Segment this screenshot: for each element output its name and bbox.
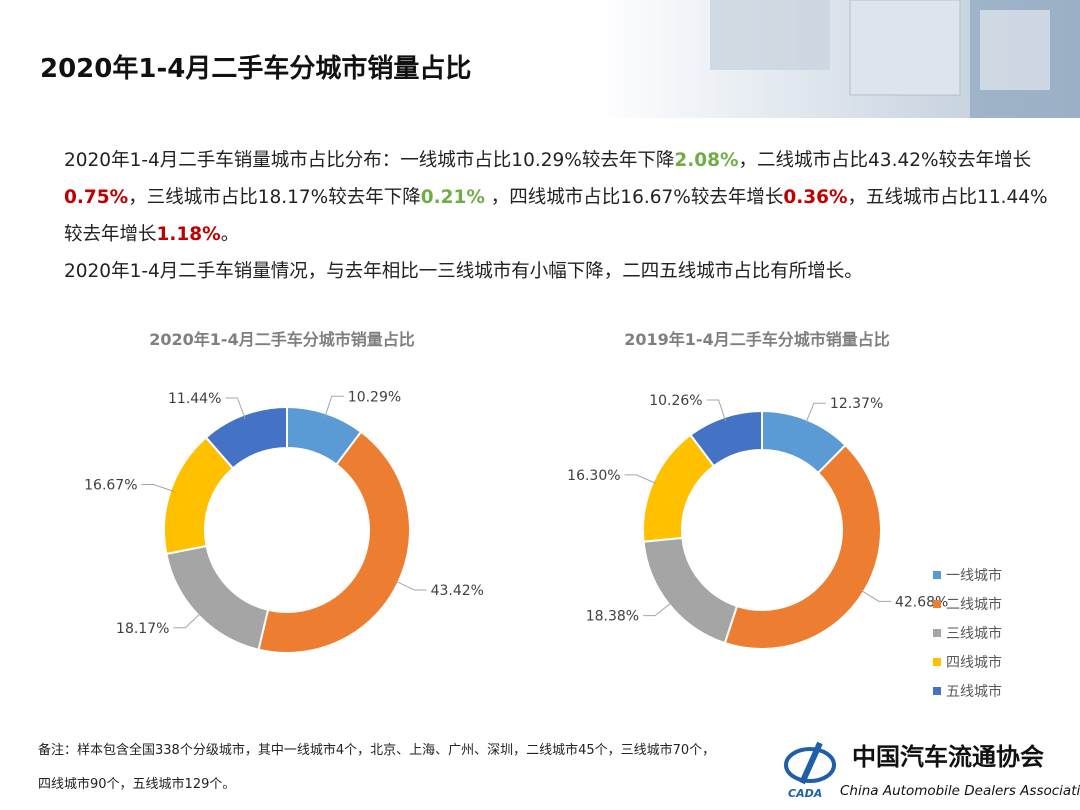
leader-line (173, 612, 202, 629)
charts: 2020年1-4月二手车分城市销量占比 10.29% 43.42% 18.17% 16.… (84, 330, 1002, 700)
text-run: 2020年1-4月二手车销量城市占比分布：一线城市占比10.29%较去年下降 (64, 150, 675, 171)
donut-slice (257, 430, 411, 654)
logo-ring (784, 747, 836, 783)
leader-line (225, 397, 246, 419)
logo-stroke (799, 741, 823, 785)
legend-swatch (933, 687, 941, 695)
data-label: 10.26% (649, 393, 702, 409)
paragraph: 2020年1-4月二手车销量城市占比分布：一线城市占比10.29%较去年下降2.… (64, 142, 1054, 253)
highlight: 1.18% (156, 224, 221, 245)
data-label: 16.67% (84, 478, 137, 494)
donut-slice (723, 443, 882, 650)
data-label: 12.37% (830, 396, 883, 412)
donut-slice (689, 409, 763, 468)
legend-label: 三线城市 (946, 625, 1002, 642)
summary-text: 2020年1-4月二手车销量城市占比分布：一线城市占比10.29%较去年下降2.… (64, 142, 1054, 290)
legend-swatch (933, 658, 941, 666)
logo-english: China Automobile Dealers Association (840, 783, 1080, 799)
logo-mark: CADA (788, 787, 822, 800)
data-label: 18.38% (586, 609, 639, 625)
text-run: ，五线城市占比11.44%较去年增长 (64, 187, 1048, 245)
highlight: 0.75% (64, 187, 129, 208)
leader-line (643, 601, 673, 617)
legend-swatch (933, 600, 941, 608)
chart-title: 2020年1-4月二手车分城市销量占比 (149, 330, 414, 349)
paragraph: 2020年1-4月二手车销量情况，与去年相比一三线城市有小幅下降，二四五线城市占… (64, 253, 1054, 290)
text-run: 2020年1-4月二手车销量情况，与去年相比一三线城市有小幅下降，二四五线城市占… (64, 261, 863, 282)
leader-line (706, 399, 727, 422)
page-title: 2020年1-4月二手车分城市销量占比 (40, 54, 472, 84)
text-run: ，二线城市占比43.42%较去年增长 (738, 150, 1032, 171)
leader-line (394, 580, 427, 591)
legend-swatch (933, 629, 941, 637)
legend-label: 一线城市 (946, 567, 1002, 584)
header-banner (0, 0, 1080, 118)
highlight: 0.21% (420, 187, 485, 208)
legend-label: 二线城市 (946, 596, 1002, 613)
data-label: 18.17% (116, 621, 169, 637)
data-label: 43.42% (431, 583, 484, 599)
leader-line (624, 474, 657, 485)
highlight: 0.36% (783, 187, 848, 208)
highlight: 2.08% (674, 150, 739, 171)
text-run: 。 (220, 224, 240, 245)
logo: CADA 中国汽车流通协会 China Automobile Dealers A… (784, 741, 1080, 800)
legend-label: 五线城市 (946, 683, 1002, 700)
data-label: 16.30% (567, 468, 620, 484)
legend-label: 四线城市 (946, 654, 1002, 671)
chart-title: 2019年1-4月二手车分城市销量占比 (624, 330, 889, 349)
footnote: 备注：样本包含全国338个分级城市，其中一线城市4个，北京、上海、广州、深圳，二… (38, 743, 716, 792)
text-run: ，三线城市占比18.17%较去年下降 (128, 187, 421, 208)
header-image (710, 0, 1080, 118)
text-run: ，四线城市占比16.67%较去年增长 (484, 187, 784, 208)
leader-line (805, 402, 826, 424)
legend-swatch (933, 571, 941, 579)
leader-line (141, 484, 175, 493)
donut-slice (642, 536, 739, 645)
data-label: 10.29% (348, 389, 401, 405)
data-label: 11.44% (168, 391, 221, 407)
leader-line (859, 589, 891, 602)
donut-slice (204, 405, 288, 470)
leader-line (324, 395, 344, 418)
logo-name: 中国汽车流通协会 (852, 743, 1044, 771)
donut-slice (165, 544, 270, 651)
